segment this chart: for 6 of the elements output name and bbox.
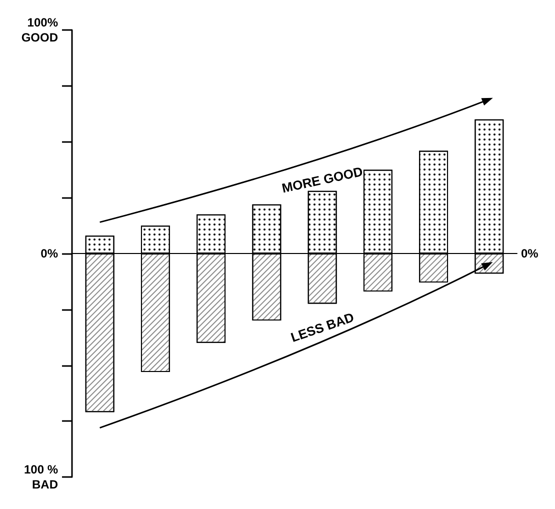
y-tick-label: 0% <box>40 246 58 260</box>
y-tick-label: 100 % BAD <box>24 462 58 492</box>
y-tick-label: 100% GOOD <box>21 16 58 44</box>
annotation: MORE GOOD <box>280 164 364 196</box>
annotation: LESS BAD <box>288 310 356 345</box>
text: 0% <box>521 246 539 260</box>
